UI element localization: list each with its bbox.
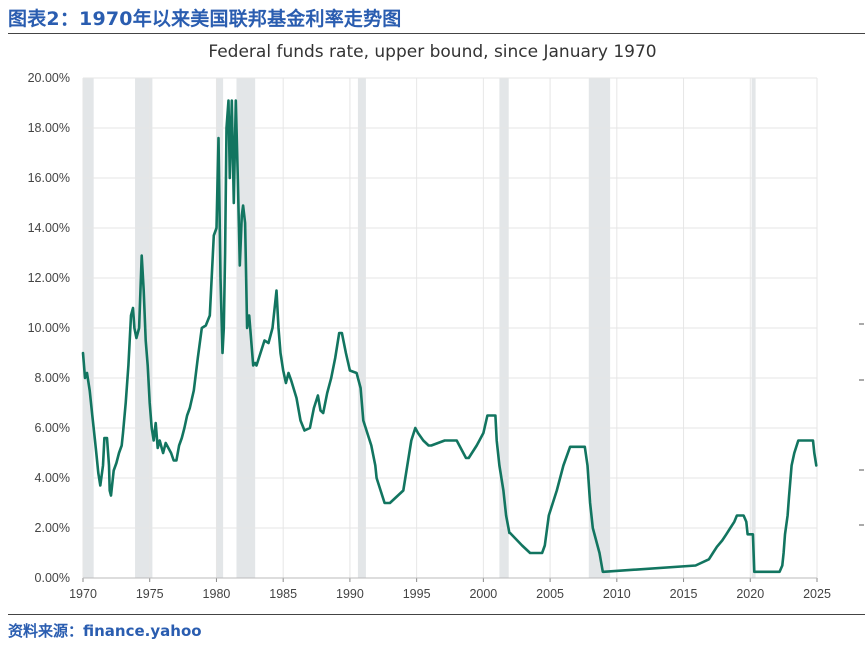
x-tick-label: 2010 [603, 587, 631, 601]
source-note: 资料来源：finance.yahoo [8, 622, 202, 640]
x-tick-label: 2005 [536, 587, 564, 601]
y-tick-label: 14.00% [28, 221, 70, 235]
y-axis: 0.00% 2.00% 4.00% 6.00% 8.00% 10.00% 12.00% 14.… [28, 71, 70, 585]
y-tick-label: 8.00% [35, 371, 70, 385]
y-tick-label: 18.00% [28, 121, 70, 135]
x-tick-label: 1975 [136, 587, 164, 601]
y-tick-label: 16.00% [28, 171, 70, 185]
series-line-fed-funds-rate [81, 99, 818, 574]
x-tick-label: 2025 [803, 587, 831, 601]
figure-title: 图表2：1970年以来美国联邦基金利率走势图 [8, 8, 402, 30]
y-tick-label: 0.00% [35, 571, 70, 585]
x-tick-label: 2015 [670, 587, 698, 601]
x-tick-label: 1980 [203, 587, 231, 601]
x-tick-label: 1990 [336, 587, 364, 601]
y-tick-label: 10.00% [28, 321, 70, 335]
x-tick-label: 2020 [736, 587, 764, 601]
line-chart: 0.00% 2.00% 4.00% 6.00% 8.00% 10.00% 12.00% 14.… [28, 71, 864, 601]
series-area [81, 99, 818, 574]
chart-title: Federal funds rate, upper bound, since J… [208, 42, 657, 62]
y-tick-label: 12.00% [28, 271, 70, 285]
x-tick-label: 1995 [403, 587, 431, 601]
y-tick-label: 20.00% [28, 71, 70, 85]
top-divider [8, 33, 865, 34]
bottom-divider [8, 614, 865, 615]
y-tick-label: 4.00% [35, 471, 70, 485]
grid-lines [82, 77, 818, 579]
y-tick-label: 2.00% [35, 521, 70, 535]
right-edge-marks [859, 323, 864, 526]
x-tick-label: 1985 [269, 587, 297, 601]
x-axis: 1970 1975 1980 1985 1990 1995 2000 2005 2010 2015… [69, 577, 831, 601]
x-tick-label: 2000 [469, 587, 497, 601]
x-tick-label: 1970 [69, 587, 97, 601]
y-tick-label: 6.00% [35, 421, 70, 435]
